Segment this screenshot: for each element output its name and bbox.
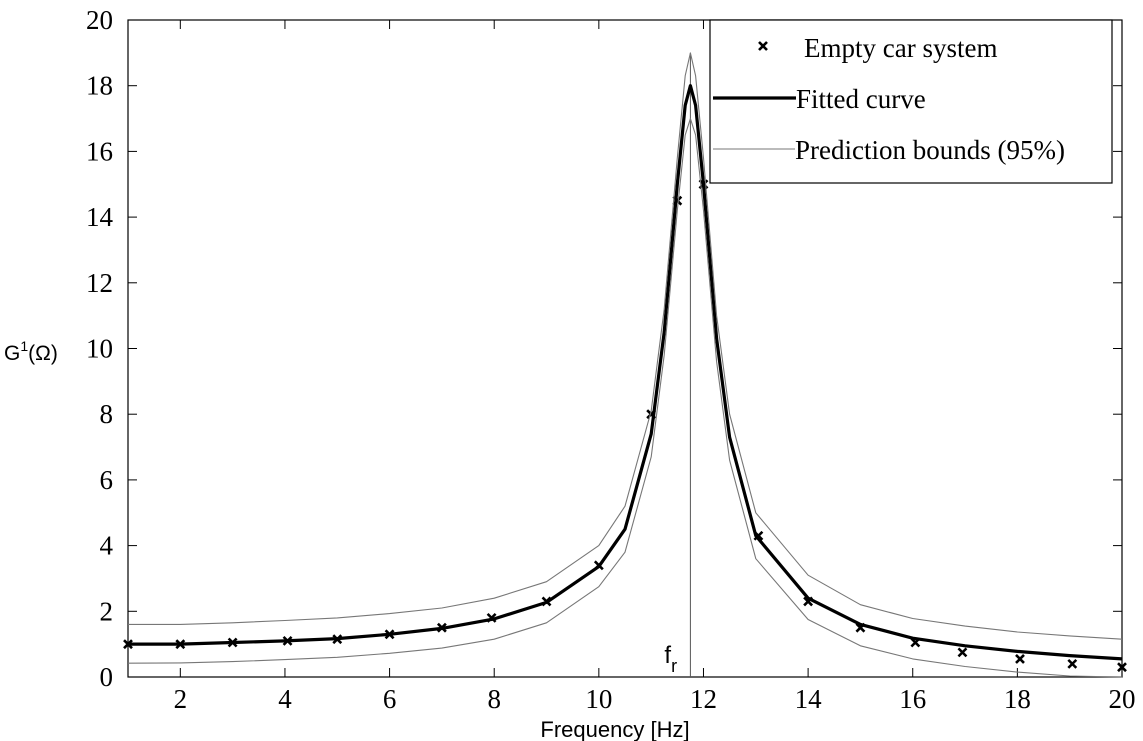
fitted-curve-line (128, 84, 1123, 661)
y-tick-label: 6 (100, 465, 114, 495)
x-tick-label: 10 (585, 684, 612, 714)
y-axis-label-base: G (4, 342, 20, 365)
x-tick-label: 16 (899, 684, 926, 714)
y-axis-label: G1(Ω) (4, 338, 58, 365)
y-tick-label: 2 (100, 596, 114, 626)
x-tick-label: 8 (487, 684, 501, 714)
plot-area: 2 4 6 8 10 12 14 16 18 20 0 2 4 6 8 10 12 14 16 18 20 fr (86, 5, 1136, 714)
legend-box (709, 19, 1113, 184)
prediction-bound-upper-line (128, 52, 1123, 640)
y-tick-label: 8 (100, 399, 114, 429)
y-tick-label: 14 (86, 202, 114, 232)
data-point-marker (1117, 662, 1127, 673)
x-tick-label: 14 (795, 684, 823, 714)
y-tick-label: 18 (86, 71, 113, 101)
legend-label-empty-car: Empty car system (804, 33, 997, 63)
prediction-bound-lower-line (127, 118, 1123, 678)
legend-label-fitted-curve: Fitted curve (796, 84, 926, 114)
y-tick-label: 20 (86, 5, 113, 35)
y-axis-label-sup: 1 (20, 338, 28, 354)
data-point-marker (1015, 654, 1025, 664)
y-tick-label: 16 (86, 136, 113, 166)
axis-labels: Frequency [Hz] G1(Ω) (4, 338, 690, 741)
x-tick-label: 18 (1004, 684, 1031, 714)
legend-marker-empty-car (758, 41, 768, 51)
y-axis-label-rest: (Ω) (28, 342, 58, 365)
resonance-label-base: f (664, 642, 671, 669)
x-axis-label: Frequency [Hz] (540, 717, 689, 741)
data-point-marker (1067, 658, 1078, 669)
legend-label-prediction-bounds: Prediction bounds (95%) (795, 135, 1065, 165)
x-tick-label: 12 (690, 684, 717, 714)
legend: Empty car system Fitted curve Prediction b… (709, 19, 1113, 184)
data-point-marker (957, 647, 968, 658)
resonance-label-sub: r (671, 656, 677, 676)
x-tick-label: 6 (383, 684, 397, 714)
resonance-label: fr (664, 642, 677, 676)
y-tick-label: 4 (100, 531, 114, 561)
y-tick-label: 12 (86, 268, 113, 298)
x-tick-label: 20 (1109, 684, 1136, 714)
y-tick-label: 10 (86, 334, 113, 364)
x-tick-label: 4 (278, 684, 292, 714)
y-tick-label: 0 (100, 662, 114, 692)
x-tick-label: 2 (174, 684, 188, 714)
